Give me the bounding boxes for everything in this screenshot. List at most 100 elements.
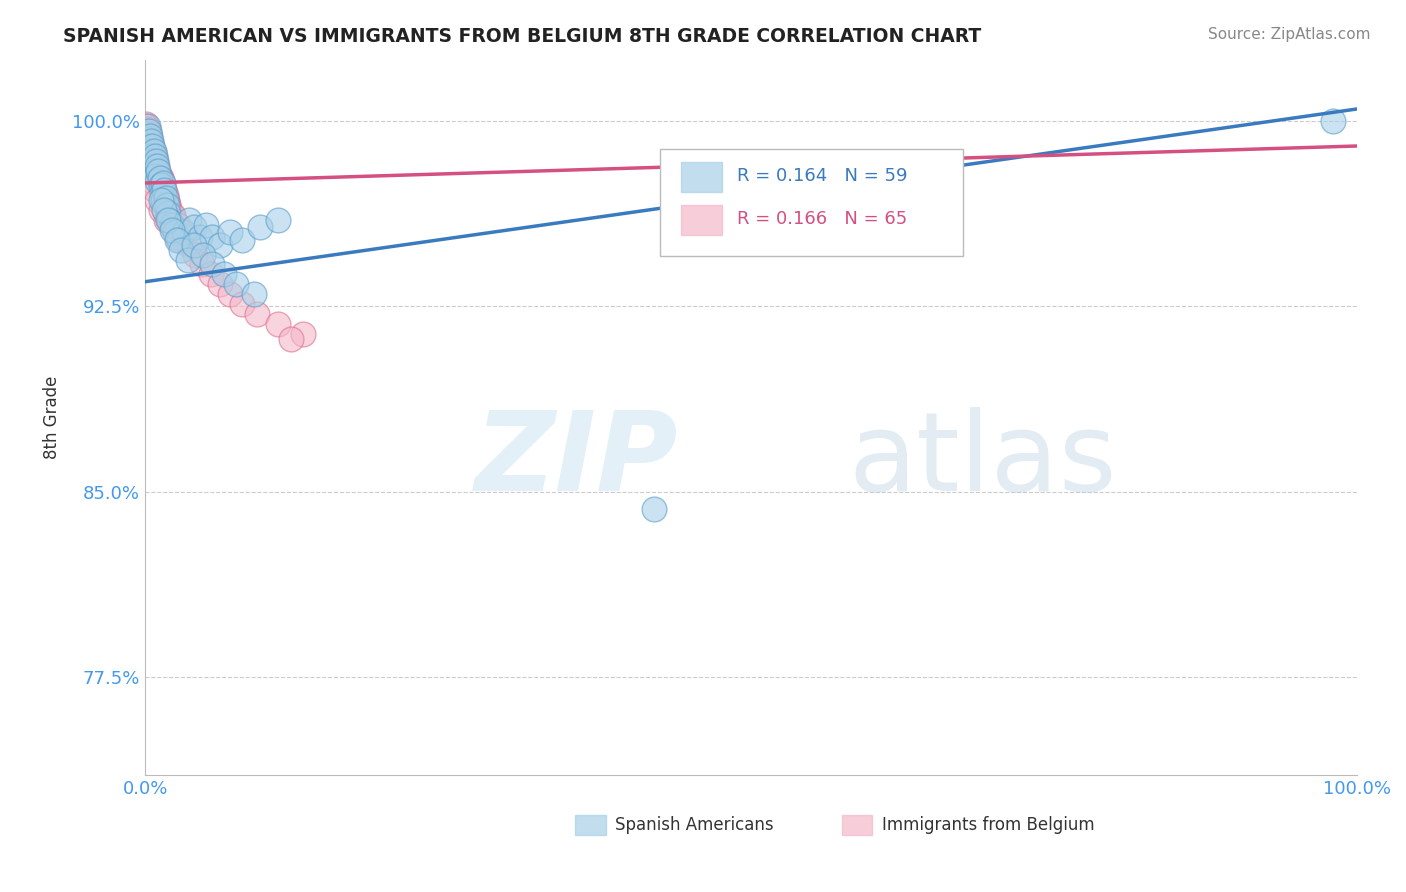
Text: R = 0.164   N = 59: R = 0.164 N = 59 (737, 168, 907, 186)
Point (143, 163, 166, 178)
Point (157, 198, 180, 212)
Point (249, 220, 271, 235)
Point (153, 183, 176, 197)
Point (153, 188, 176, 202)
Point (145, 159, 167, 173)
Point (149, 194, 172, 208)
Point (170, 243, 193, 257)
Point (141, 173, 163, 187)
Point (201, 230, 224, 244)
Point (141, 153, 163, 168)
Point (157, 213, 180, 227)
Point (155, 188, 177, 202)
Point (143, 159, 166, 173)
Point (135, 120, 157, 134)
Point (136, 121, 159, 136)
Point (142, 149, 165, 163)
Point (150, 173, 173, 187)
Point (143, 153, 166, 168)
Point (200, 268, 222, 282)
Point (243, 287, 266, 301)
Point (156, 211, 179, 225)
Point (149, 169, 172, 183)
Bar (681, 162, 721, 192)
Point (160, 218, 183, 232)
Point (145, 156, 167, 170)
Point (145, 153, 167, 168)
Point (143, 149, 166, 163)
Point (141, 134, 163, 148)
Bar (575, 814, 606, 835)
Text: Spanish Americans: Spanish Americans (616, 816, 773, 834)
Point (172, 227, 194, 242)
Point (149, 171, 172, 186)
Point (163, 213, 186, 227)
Point (166, 230, 188, 244)
Point (219, 226, 242, 240)
Bar (681, 205, 721, 235)
Point (194, 218, 217, 232)
Point (136, 120, 159, 134)
Point (166, 218, 188, 232)
Point (156, 194, 179, 208)
Point (160, 220, 183, 235)
Point (183, 237, 205, 252)
Point (145, 169, 167, 183)
Point (146, 163, 169, 178)
FancyBboxPatch shape (661, 149, 963, 256)
Point (225, 277, 247, 292)
Point (153, 183, 176, 197)
Point (138, 129, 160, 144)
Point (153, 203, 176, 218)
Point (146, 173, 169, 187)
Point (152, 194, 174, 208)
Point (267, 317, 290, 331)
Point (245, 307, 267, 321)
Point (156, 198, 179, 212)
Point (201, 257, 224, 271)
Point (141, 139, 163, 153)
Point (176, 252, 198, 267)
Point (142, 159, 165, 173)
Point (139, 134, 162, 148)
Text: Immigrants from Belgium: Immigrants from Belgium (882, 816, 1094, 834)
Point (157, 205, 180, 219)
Point (212, 268, 235, 282)
Point (160, 208, 183, 222)
Point (141, 149, 163, 163)
Point (141, 141, 163, 155)
Point (146, 169, 169, 183)
Point (191, 257, 214, 271)
Point (149, 171, 172, 186)
Point (231, 297, 253, 311)
Point (149, 178, 172, 193)
Text: R = 0.166   N = 65: R = 0.166 N = 65 (737, 211, 907, 228)
Point (193, 247, 215, 261)
Point (139, 131, 162, 145)
Point (152, 178, 174, 193)
Point (141, 136, 163, 151)
Point (183, 220, 205, 235)
Point (150, 186, 173, 200)
Point (231, 233, 253, 247)
Point (138, 139, 160, 153)
Point (1322, 114, 1344, 128)
Point (135, 127, 157, 141)
Point (152, 201, 174, 215)
Point (143, 183, 166, 197)
Point (157, 198, 180, 212)
Point (146, 159, 169, 173)
Point (136, 124, 159, 138)
Point (138, 124, 160, 138)
Point (177, 237, 200, 252)
Point (146, 161, 169, 176)
Point (167, 223, 190, 237)
Point (280, 331, 302, 345)
Point (209, 237, 232, 252)
Text: Source: ZipAtlas.com: Source: ZipAtlas.com (1208, 27, 1371, 42)
Point (157, 203, 180, 218)
Point (177, 213, 200, 227)
Point (148, 166, 170, 180)
Point (135, 117, 157, 131)
Point (188, 230, 211, 244)
